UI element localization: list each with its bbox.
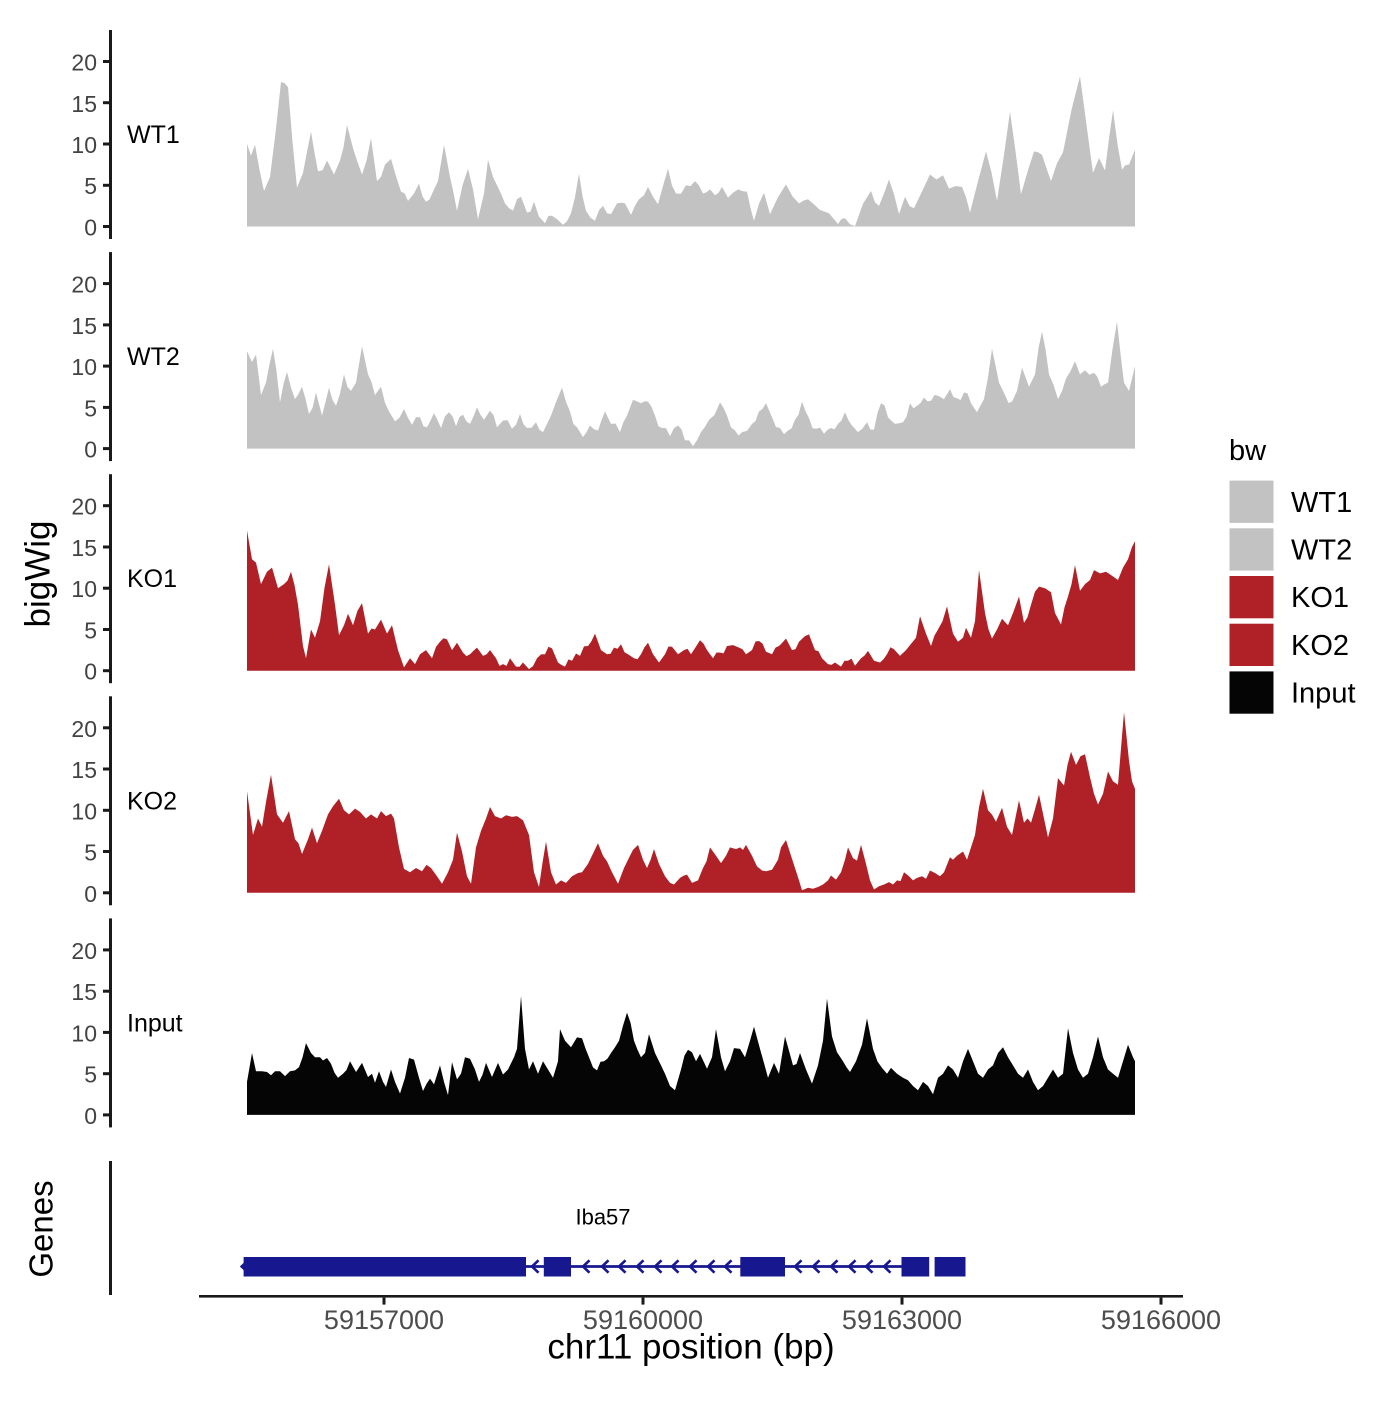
svg-text:20: 20 [71,938,97,964]
svg-text:20: 20 [71,716,97,742]
svg-text:WT2: WT2 [1291,535,1352,567]
svg-text:15: 15 [71,979,97,1005]
svg-text:Iba57: Iba57 [575,1205,630,1230]
svg-text:Input: Input [127,1009,183,1037]
svg-text:WT1: WT1 [127,121,180,149]
svg-text:10: 10 [71,1020,97,1046]
svg-text:KO2: KO2 [127,787,177,815]
svg-text:0: 0 [84,1103,97,1129]
svg-text:0: 0 [84,659,97,685]
svg-text:chr11 position (bp): chr11 position (bp) [547,1328,834,1367]
svg-text:15: 15 [71,91,97,117]
svg-text:0: 0 [84,215,97,241]
svg-text:20: 20 [71,50,97,76]
svg-text:15: 15 [71,535,97,561]
svg-text:WT2: WT2 [127,343,180,371]
svg-text:59163000: 59163000 [842,1305,962,1335]
svg-text:15: 15 [71,313,97,339]
svg-text:5: 5 [84,173,97,199]
svg-text:KO2: KO2 [1291,630,1349,662]
svg-text:5: 5 [84,1062,97,1088]
svg-text:Genes: Genes [23,1180,60,1277]
svg-text:10: 10 [71,354,97,380]
svg-text:20: 20 [71,494,97,520]
svg-text:KO1: KO1 [1291,582,1349,614]
svg-text:59160000: 59160000 [583,1305,703,1335]
svg-text:5: 5 [84,840,97,866]
svg-text:59157000: 59157000 [324,1305,444,1335]
svg-text:10: 10 [71,576,97,602]
svg-text:20: 20 [71,272,97,298]
svg-text:10: 10 [71,132,97,158]
svg-text:0: 0 [84,437,97,463]
svg-text:5: 5 [84,618,97,644]
svg-text:KO1: KO1 [127,565,177,593]
svg-text:15: 15 [71,757,97,783]
svg-text:0: 0 [84,881,97,907]
svg-text:Input: Input [1291,678,1356,710]
svg-text:bigWig: bigWig [19,521,58,628]
svg-text:5: 5 [84,395,97,421]
svg-text:WT1: WT1 [1291,487,1352,519]
svg-text:59166000: 59166000 [1101,1305,1221,1335]
svg-text:10: 10 [71,798,97,824]
svg-text:bw: bw [1229,435,1267,467]
